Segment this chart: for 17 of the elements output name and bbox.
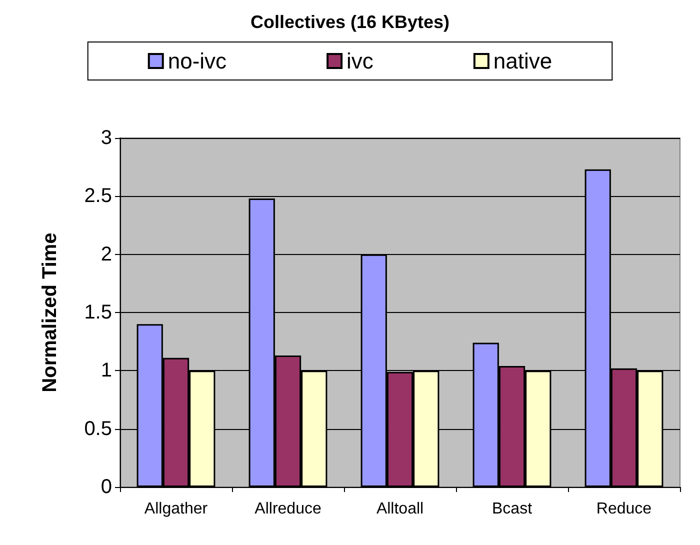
x-tick-label: Allgather — [144, 500, 208, 518]
y-tick-label: 2.5 — [84, 185, 112, 208]
chart-title: Collectives (16 KBytes) — [250, 12, 450, 32]
y-tick-label: 0 — [100, 476, 112, 498]
legend-label: no-ivc — [168, 48, 227, 74]
y-tick-label: 0.5 — [84, 418, 112, 440]
y-axis-title: Normalized Time — [39, 232, 61, 392]
x-tick-label: Allreduce — [254, 500, 322, 518]
y-tick-label: 2 — [100, 243, 112, 266]
x-tick-label: Bcast — [492, 500, 533, 518]
legend-label: native — [493, 48, 552, 74]
x-tick-label: Alltoall — [376, 500, 424, 518]
x-tick-label: Reduce — [596, 500, 652, 518]
y-tick-label: 1 — [100, 360, 112, 382]
y-tick-label: 3 — [100, 127, 112, 149]
y-tick-label: 1.5 — [84, 302, 112, 324]
legend-label: ivc — [346, 48, 374, 74]
